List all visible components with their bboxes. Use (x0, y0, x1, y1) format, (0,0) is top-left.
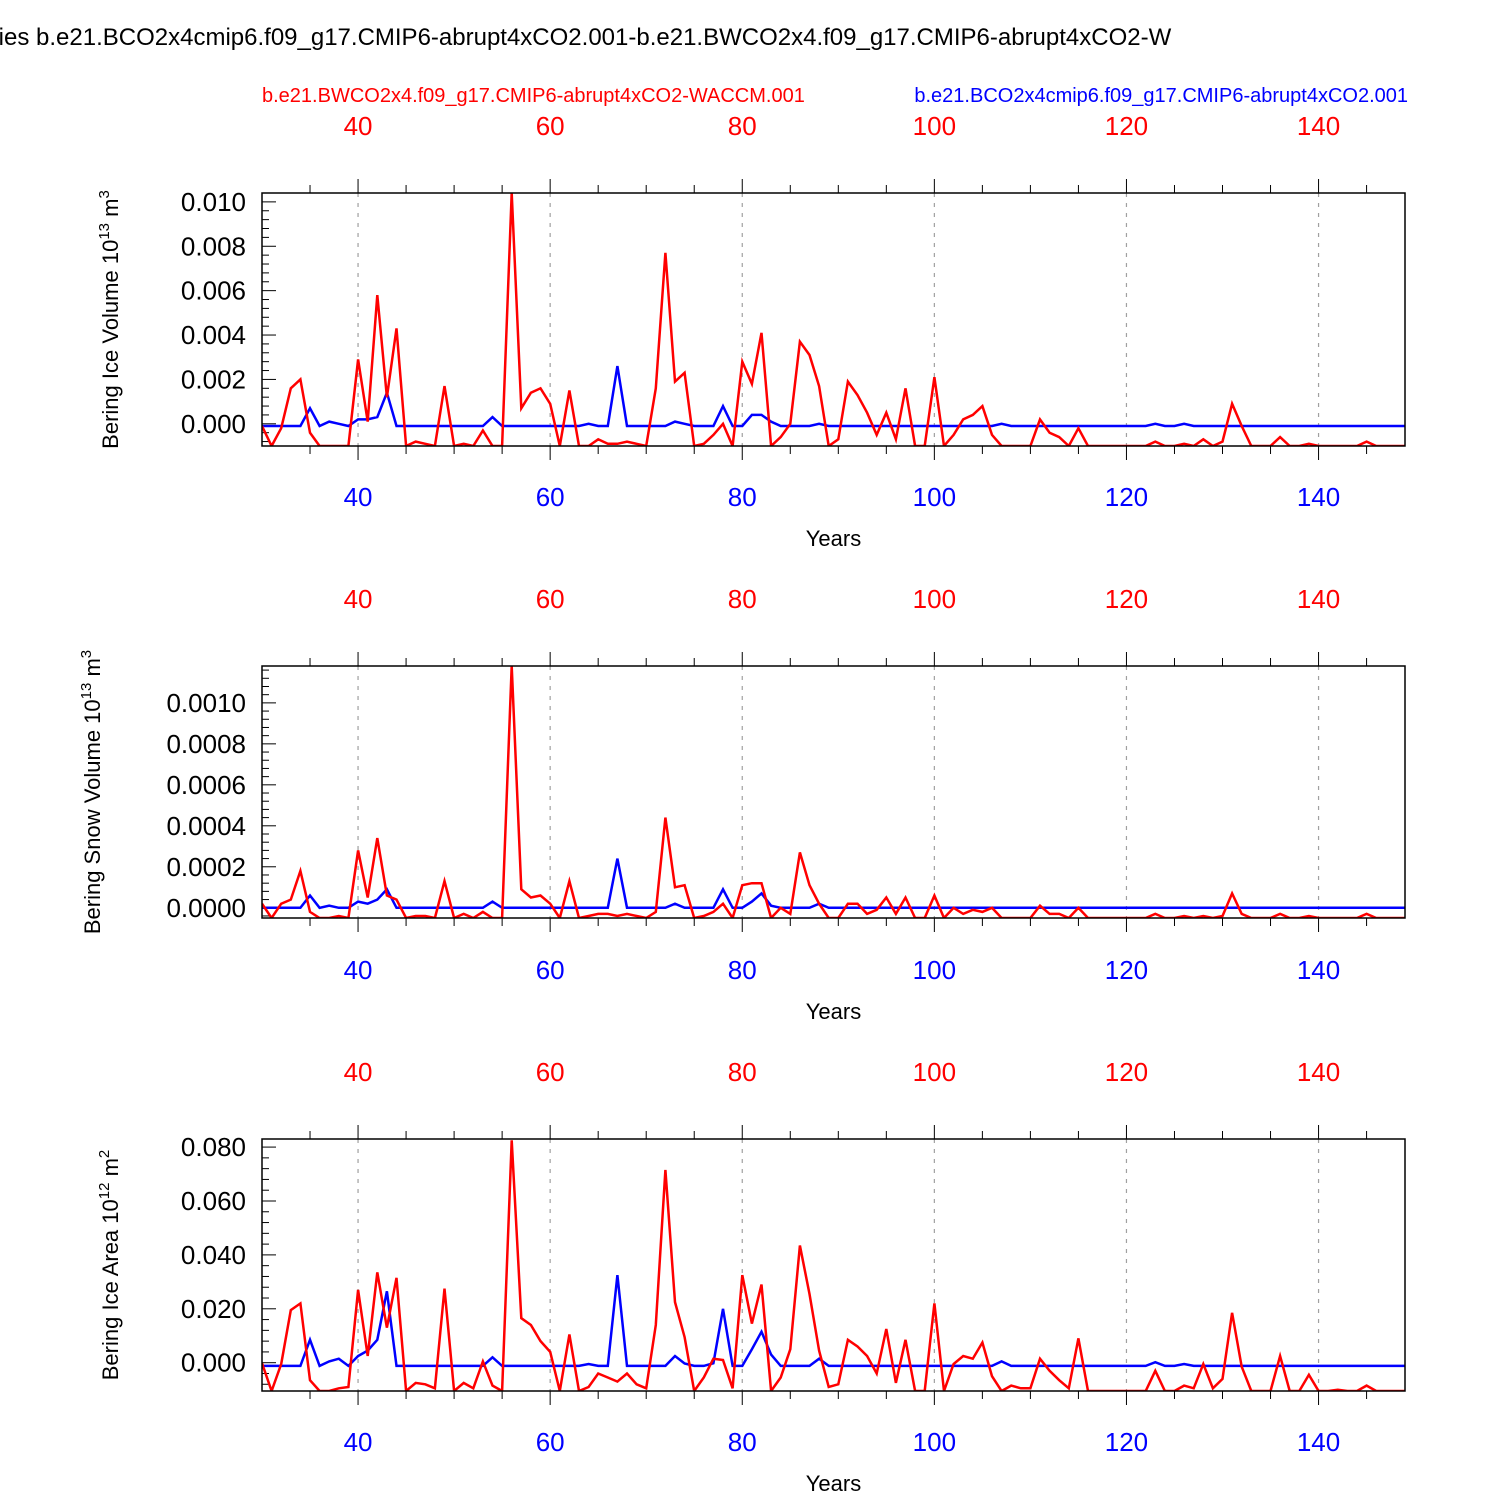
x-tick-label-top: 140 (1297, 1057, 1340, 1087)
x-tick-label-top: 80 (728, 111, 757, 141)
y-tick-label: 0.040 (181, 1240, 246, 1270)
x-tick-label-bottom: 140 (1297, 482, 1340, 512)
y-axis-label: Bering Snow Volume 1013 m3 (78, 650, 105, 934)
x-tick-label-bottom: 40 (344, 955, 373, 985)
y-tick-label: 0.0006 (166, 770, 246, 800)
x-tick-label-bottom: 140 (1297, 1427, 1340, 1457)
x-tick-label-bottom: 120 (1105, 955, 1148, 985)
x-tick-label-top: 100 (913, 584, 956, 614)
x-tick-label-top: 60 (536, 1057, 565, 1087)
plot-frame (261, 665, 1406, 919)
series-line-waccm (262, 666, 1405, 918)
x-tick-label-bottom: 80 (728, 482, 757, 512)
x-tick-label-bottom: 40 (344, 1427, 373, 1457)
series-line-waccm (262, 1140, 1405, 1391)
x-axis-label: Years (806, 999, 861, 1024)
series-line-waccm (262, 193, 1405, 446)
x-tick-label-bottom: 100 (913, 955, 956, 985)
x-tick-label-bottom: 80 (728, 1427, 757, 1457)
y-tick-label: 0.020 (181, 1294, 246, 1324)
x-tick-label-top: 80 (728, 1057, 757, 1087)
x-tick-label-bottom: 80 (728, 955, 757, 985)
x-tick-label-bottom: 60 (536, 955, 565, 985)
x-tick-label-bottom: 120 (1105, 482, 1148, 512)
y-axis-label: Bering Ice Area 1012 m2 (96, 1150, 123, 1381)
x-axis-label: Years (806, 526, 861, 551)
y-tick-label: 0.060 (181, 1186, 246, 1216)
x-tick-label-top: 100 (913, 111, 956, 141)
x-tick-label-bottom: 40 (344, 482, 373, 512)
y-tick-label: 0.0002 (166, 852, 246, 882)
x-tick-label-bottom: 120 (1105, 1427, 1148, 1457)
y-tick-label: 0.0010 (166, 688, 246, 718)
chart-panel-1: 0.000 0.002 0.004 0.006 0.008 0.010 40 40 60 60 80… (96, 111, 1406, 551)
y-tick-label: 0.006 (181, 276, 246, 306)
chart-panels: 0.000 0.002 0.004 0.006 0.008 0.010 40 40 60 60 80… (78, 111, 1406, 1496)
x-tick-label-top: 40 (344, 1057, 373, 1087)
y-axis-label: Bering Ice Volume 1013 m3 (96, 190, 123, 449)
figure-title: alies b.e21.BCO2x4cmip6.f09_g17.CMIP6-ab… (0, 24, 1172, 51)
legend-red-label: b.e21.BWCO2x4.f09_g17.CMIP6-abrupt4xCO2-… (262, 85, 805, 107)
y-tick-label: 0.0008 (166, 729, 246, 759)
y-tick-label: 0.004 (181, 320, 246, 350)
x-tick-label-bottom: 100 (913, 482, 956, 512)
x-tick-label-bottom: 140 (1297, 955, 1340, 985)
x-tick-label-bottom: 100 (913, 1427, 956, 1457)
series-line-cmip6 (262, 365, 1405, 428)
series-line-cmip6 (262, 858, 1405, 910)
x-tick-label-top: 120 (1105, 111, 1148, 141)
x-tick-label-top: 120 (1105, 1057, 1148, 1087)
plot-frame (261, 1138, 1406, 1392)
x-tick-label-top: 100 (913, 1057, 956, 1087)
y-tick-label: 0.0000 (166, 893, 246, 923)
x-tick-label-bottom: 60 (536, 482, 565, 512)
y-tick-label: 0.010 (181, 187, 246, 217)
x-tick-label-top: 60 (536, 584, 565, 614)
x-tick-label-top: 80 (728, 584, 757, 614)
x-axis-label: Years (806, 1471, 861, 1496)
y-tick-label: 0.000 (181, 409, 246, 439)
y-tick-label: 0.008 (181, 231, 246, 261)
legend-blue-label: b.e21.BCO2x4cmip6.f09_g17.CMIP6-abrupt4x… (914, 85, 1408, 107)
chart-panel-2: 0.0000 0.0002 0.0004 0.0006 0.0008 0.0010 40 40… (78, 584, 1406, 1024)
y-tick-label: 0.0004 (166, 811, 246, 841)
x-tick-label-top: 60 (536, 111, 565, 141)
x-tick-label-top: 140 (1297, 584, 1340, 614)
x-tick-label-top: 120 (1105, 584, 1148, 614)
y-tick-label: 0.080 (181, 1132, 246, 1162)
plot-frame (261, 192, 1406, 447)
x-tick-label-top: 140 (1297, 111, 1340, 141)
chart-panel-3: 0.000 0.020 0.040 0.060 0.080 40 40 60 60 80 80 100… (96, 1057, 1406, 1496)
x-tick-label-top: 40 (344, 111, 373, 141)
y-tick-label: 0.002 (181, 364, 246, 394)
y-tick-label: 0.000 (181, 1348, 246, 1378)
x-tick-label-top: 40 (344, 584, 373, 614)
x-tick-label-bottom: 60 (536, 1427, 565, 1457)
